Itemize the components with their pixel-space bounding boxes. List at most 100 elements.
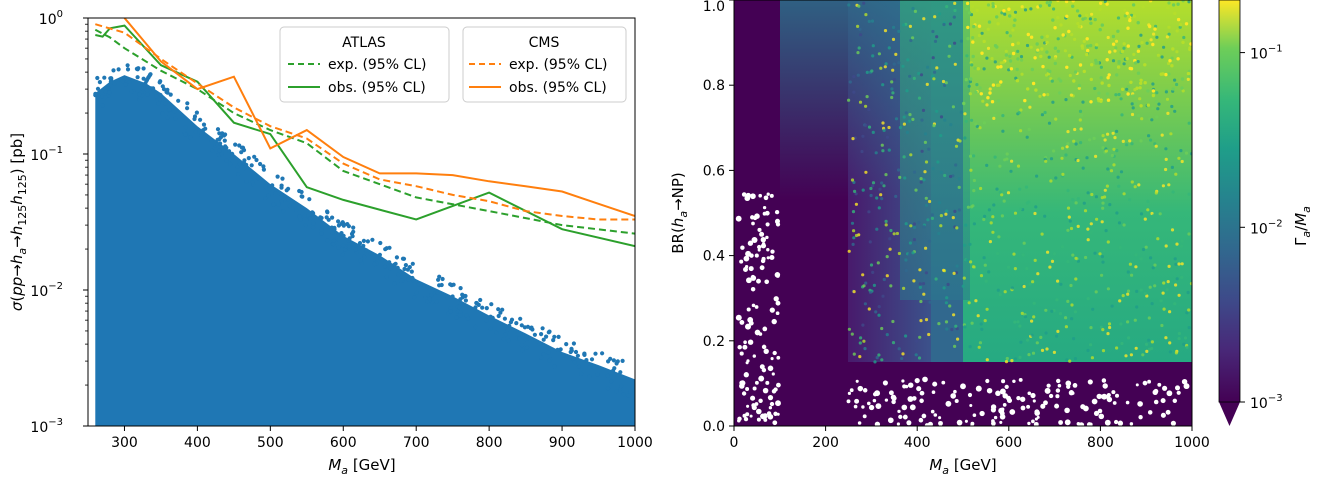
texture-point — [983, 214, 987, 218]
texture-point — [948, 44, 952, 48]
empty-spot — [757, 248, 761, 252]
texture-point — [1052, 7, 1056, 11]
texture-point — [1061, 146, 1065, 150]
empty-spot — [1001, 379, 1006, 384]
texture-point — [1015, 79, 1020, 83]
texture-point — [1078, 109, 1083, 113]
texture-point — [1091, 307, 1095, 311]
texture-point — [861, 273, 865, 277]
scatter-point — [507, 323, 512, 328]
scatter-point — [210, 148, 215, 153]
texture-point — [953, 62, 957, 66]
texture-point — [1089, 43, 1093, 48]
texture-point — [854, 192, 858, 196]
texture-point — [895, 231, 900, 236]
scatter-point — [589, 357, 595, 362]
texture-point — [1173, 302, 1177, 306]
texture-point — [1154, 24, 1158, 28]
left-plot-area — [93, 18, 635, 426]
texture-point — [1028, 105, 1032, 109]
texture-point — [876, 261, 880, 265]
texture-point — [1059, 282, 1063, 286]
texture-point — [1150, 302, 1154, 306]
texture-point — [978, 126, 982, 130]
texture-point — [875, 356, 879, 360]
texture-point — [887, 148, 891, 152]
texture-point — [963, 136, 967, 140]
texture-point — [1018, 187, 1022, 191]
texture-point — [1067, 29, 1071, 34]
scatter-point — [209, 138, 214, 143]
empty-spot — [775, 300, 781, 306]
texture-point — [1063, 49, 1067, 53]
scatter-point — [414, 290, 419, 295]
texture-point — [1100, 196, 1104, 200]
empty-spot — [761, 344, 767, 350]
texture-point — [1131, 106, 1135, 110]
texture-point — [924, 246, 928, 250]
texture-point — [1153, 27, 1157, 31]
empty-spot — [884, 398, 889, 402]
texture-point — [1067, 53, 1072, 58]
texture-point — [1032, 315, 1036, 319]
texture-point — [917, 96, 922, 100]
texture-point — [1070, 303, 1074, 307]
texture-point — [1169, 132, 1173, 136]
texture-point — [1040, 35, 1044, 39]
texture-point — [1180, 275, 1184, 279]
texture-point — [1076, 197, 1080, 201]
texture-point — [1050, 309, 1054, 313]
texture-point — [1150, 211, 1154, 216]
texture-point — [924, 271, 929, 275]
texture-point — [1016, 41, 1020, 45]
texture-point — [850, 221, 855, 225]
scatter-point — [387, 260, 392, 265]
texture-point — [1053, 26, 1057, 30]
empty-spot — [972, 413, 977, 417]
scatter-point — [362, 254, 367, 259]
texture-point — [1156, 107, 1160, 111]
texture-point — [1020, 5, 1024, 9]
texture-point — [847, 3, 851, 7]
texture-point — [972, 189, 976, 193]
texture-point — [1040, 113, 1044, 117]
scatter-point — [217, 148, 222, 153]
empty-spot — [1091, 398, 1098, 405]
empty-spot — [754, 253, 759, 258]
scatter-point — [249, 163, 254, 168]
texture-point — [1040, 232, 1044, 236]
texture-point — [1155, 115, 1159, 119]
texture-point — [1019, 129, 1023, 133]
texture-point — [991, 230, 995, 234]
texture-point — [1003, 290, 1007, 294]
texture-point — [904, 222, 908, 226]
scatter-point — [273, 191, 278, 196]
texture-point — [999, 61, 1003, 65]
scatter-point — [278, 192, 284, 197]
texture-point — [1149, 138, 1153, 142]
empty-spot — [739, 383, 745, 389]
texture-point — [1108, 325, 1112, 330]
scatter-point — [558, 347, 563, 352]
scatter-point — [336, 223, 341, 228]
texture-point — [889, 284, 893, 288]
texture-point — [1065, 145, 1069, 149]
texture-point — [991, 215, 995, 219]
texture-point — [1151, 214, 1155, 218]
texture-point — [1030, 67, 1035, 72]
region-mid-fade — [900, 0, 970, 300]
texture-point — [1010, 359, 1014, 363]
texture-point — [992, 116, 996, 120]
texture-point — [962, 101, 966, 106]
colorbar-frame — [1218, 0, 1241, 403]
texture-point — [959, 39, 964, 43]
y-tick-label: 0.8 — [703, 78, 725, 94]
texture-point — [1068, 359, 1072, 363]
texture-point — [892, 78, 897, 82]
texture-point — [858, 355, 862, 359]
texture-point — [1134, 265, 1138, 269]
texture-point — [1019, 55, 1024, 59]
texture-point — [1118, 245, 1122, 250]
texture-point — [1043, 110, 1047, 115]
texture-point — [1149, 38, 1153, 42]
